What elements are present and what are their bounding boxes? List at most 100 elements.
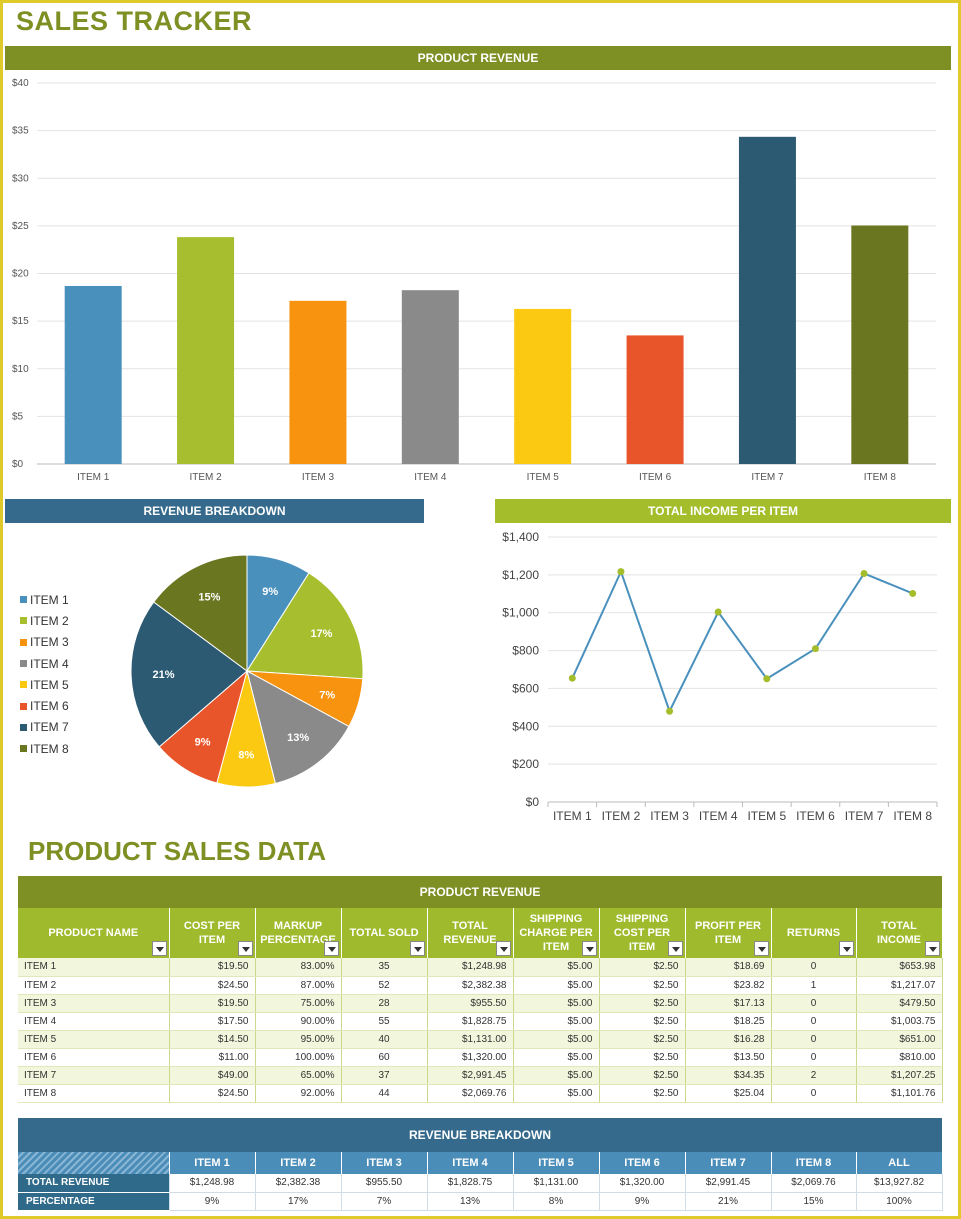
table-cell[interactable]: ITEM 5 bbox=[18, 1030, 170, 1049]
filter-dropdown-icon[interactable] bbox=[409, 941, 425, 956]
table-cell[interactable]: $19.50 bbox=[169, 958, 256, 977]
table-cell[interactable]: $1,320.00 bbox=[427, 1048, 514, 1067]
table-cell[interactable]: 0 bbox=[771, 1012, 857, 1031]
table-cell[interactable]: 92.00% bbox=[255, 1084, 342, 1103]
table-cell[interactable]: $2,382.38 bbox=[427, 976, 514, 995]
table-cell[interactable]: $479.50 bbox=[856, 994, 943, 1013]
table-cell[interactable]: 60 bbox=[341, 1048, 428, 1067]
table-cell[interactable]: $5.00 bbox=[513, 958, 600, 977]
table-cell[interactable]: ITEM 7 bbox=[18, 1066, 170, 1085]
table-cell[interactable]: 13% bbox=[427, 1192, 514, 1211]
table-cell[interactable]: $25.04 bbox=[685, 1084, 772, 1103]
filter-dropdown-icon[interactable] bbox=[323, 941, 339, 956]
table-cell[interactable]: 0 bbox=[771, 1030, 857, 1049]
table-cell[interactable]: $17.50 bbox=[169, 1012, 256, 1031]
table-cell[interactable]: $1,828.75 bbox=[427, 1012, 514, 1031]
table-cell[interactable]: $5.00 bbox=[513, 994, 600, 1013]
table-cell[interactable]: 65.00% bbox=[255, 1066, 342, 1085]
filter-dropdown-icon[interactable] bbox=[838, 941, 854, 956]
table-cell[interactable]: $2,991.45 bbox=[685, 1174, 772, 1193]
table-cell[interactable]: 0 bbox=[771, 994, 857, 1013]
table-cell[interactable]: $2.50 bbox=[599, 1048, 686, 1067]
table-cell[interactable]: 0 bbox=[771, 1084, 857, 1103]
table-cell[interactable]: 0 bbox=[771, 1048, 857, 1067]
table-cell[interactable]: 87.00% bbox=[255, 976, 342, 995]
table-cell[interactable]: $2,382.38 bbox=[255, 1174, 342, 1193]
table-cell[interactable]: $1,320.00 bbox=[599, 1174, 686, 1193]
table-cell[interactable]: 100.00% bbox=[255, 1048, 342, 1067]
table-cell[interactable]: $5.00 bbox=[513, 1030, 600, 1049]
table-cell[interactable]: $2.50 bbox=[599, 976, 686, 995]
table-cell[interactable]: $2.50 bbox=[599, 1030, 686, 1049]
table-cell[interactable]: $1,207.25 bbox=[856, 1066, 943, 1085]
table-cell[interactable]: 9% bbox=[169, 1192, 256, 1211]
table-cell[interactable]: 90.00% bbox=[255, 1012, 342, 1031]
table-cell[interactable]: $1,131.00 bbox=[427, 1030, 514, 1049]
table-cell[interactable]: $2.50 bbox=[599, 1012, 686, 1031]
table-cell[interactable]: 52 bbox=[341, 976, 428, 995]
table-cell[interactable]: 40 bbox=[341, 1030, 428, 1049]
table-cell[interactable]: $14.50 bbox=[169, 1030, 256, 1049]
table-cell[interactable]: $24.50 bbox=[169, 976, 256, 995]
table-cell[interactable]: 8% bbox=[513, 1192, 600, 1211]
filter-dropdown-icon[interactable] bbox=[753, 941, 769, 956]
table-cell[interactable]: $810.00 bbox=[856, 1048, 943, 1067]
table-cell[interactable]: 15% bbox=[771, 1192, 857, 1211]
table-cell[interactable]: 37 bbox=[341, 1066, 428, 1085]
table-cell[interactable]: $34.35 bbox=[685, 1066, 772, 1085]
filter-dropdown-icon[interactable] bbox=[151, 941, 167, 956]
table-cell[interactable]: $1,248.98 bbox=[427, 958, 514, 977]
table-cell[interactable]: $2.50 bbox=[599, 958, 686, 977]
table-cell[interactable]: $2,069.76 bbox=[771, 1174, 857, 1193]
table-cell[interactable]: $17.13 bbox=[685, 994, 772, 1013]
table-cell[interactable]: 21% bbox=[685, 1192, 772, 1211]
table-cell[interactable]: $2,991.45 bbox=[427, 1066, 514, 1085]
table-cell[interactable]: 1 bbox=[771, 976, 857, 995]
filter-dropdown-icon[interactable] bbox=[581, 941, 597, 956]
table-cell[interactable]: $24.50 bbox=[169, 1084, 256, 1103]
table-cell[interactable]: 17% bbox=[255, 1192, 342, 1211]
table-cell[interactable]: ITEM 3 bbox=[18, 994, 170, 1013]
filter-dropdown-icon[interactable] bbox=[237, 941, 253, 956]
table-cell[interactable]: $653.98 bbox=[856, 958, 943, 977]
table-cell[interactable]: $2.50 bbox=[599, 1066, 686, 1085]
table-cell[interactable]: $23.82 bbox=[685, 976, 772, 995]
table-cell[interactable]: 9% bbox=[599, 1192, 686, 1211]
table-cell[interactable]: ITEM 8 bbox=[18, 1084, 170, 1103]
table-cell[interactable]: $1,248.98 bbox=[169, 1174, 256, 1193]
table-cell[interactable]: $1,131.00 bbox=[513, 1174, 600, 1193]
table-cell[interactable]: 95.00% bbox=[255, 1030, 342, 1049]
filter-dropdown-icon[interactable] bbox=[495, 941, 511, 956]
table-cell[interactable]: $18.69 bbox=[685, 958, 772, 977]
table-cell[interactable]: $1,828.75 bbox=[427, 1174, 514, 1193]
table-cell[interactable]: $1,003.75 bbox=[856, 1012, 943, 1031]
table-cell[interactable]: $13.50 bbox=[685, 1048, 772, 1067]
table-cell[interactable]: 75.00% bbox=[255, 994, 342, 1013]
table-cell[interactable]: 28 bbox=[341, 994, 428, 1013]
table-cell[interactable]: 83.00% bbox=[255, 958, 342, 977]
table-cell[interactable]: $651.00 bbox=[856, 1030, 943, 1049]
table-cell[interactable]: $1,101.76 bbox=[856, 1084, 943, 1103]
table-cell[interactable]: $2,069.76 bbox=[427, 1084, 514, 1103]
table-cell[interactable]: $2.50 bbox=[599, 994, 686, 1013]
table-cell[interactable]: $13,927.82 bbox=[856, 1174, 943, 1193]
table-cell[interactable]: 2 bbox=[771, 1066, 857, 1085]
table-cell[interactable]: 0 bbox=[771, 958, 857, 977]
table-cell[interactable]: $955.50 bbox=[427, 994, 514, 1013]
table-cell[interactable]: $5.00 bbox=[513, 1066, 600, 1085]
table-cell[interactable]: 55 bbox=[341, 1012, 428, 1031]
table-cell[interactable]: $5.00 bbox=[513, 1048, 600, 1067]
filter-dropdown-icon[interactable] bbox=[667, 941, 683, 956]
table-cell[interactable]: 100% bbox=[856, 1192, 943, 1211]
table-cell[interactable]: $1,217.07 bbox=[856, 976, 943, 995]
table-cell[interactable]: $955.50 bbox=[341, 1174, 428, 1193]
table-cell[interactable]: ITEM 2 bbox=[18, 976, 170, 995]
table-cell[interactable]: $49.00 bbox=[169, 1066, 256, 1085]
table-cell[interactable]: $18.25 bbox=[685, 1012, 772, 1031]
table-cell[interactable]: $16.28 bbox=[685, 1030, 772, 1049]
table-cell[interactable]: $11.00 bbox=[169, 1048, 256, 1067]
table-cell[interactable]: ITEM 4 bbox=[18, 1012, 170, 1031]
table-cell[interactable]: $5.00 bbox=[513, 1084, 600, 1103]
filter-dropdown-icon[interactable] bbox=[924, 941, 940, 956]
table-cell[interactable]: 44 bbox=[341, 1084, 428, 1103]
